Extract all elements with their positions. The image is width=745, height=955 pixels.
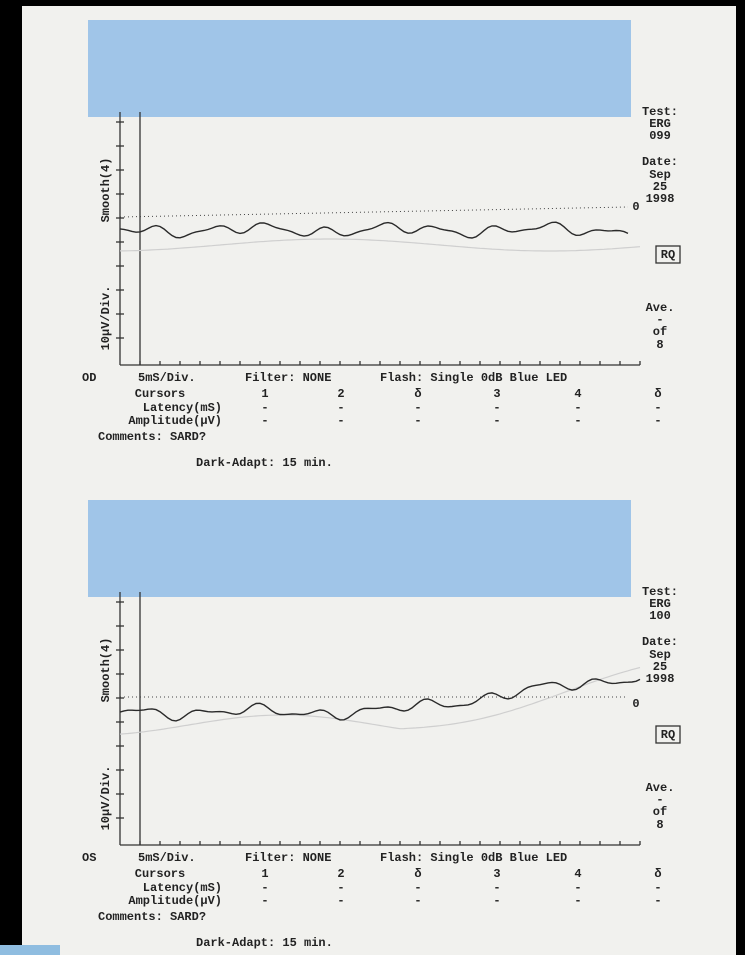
zero-marker: 0 — [632, 200, 639, 214]
rq-button: RQ — [661, 728, 675, 742]
zero-marker: 0 — [632, 697, 639, 711]
cursor-cell: - — [574, 401, 581, 415]
cursor-header: 3 — [493, 387, 500, 401]
date-year: 1998 — [646, 192, 675, 206]
cursor-header: δ — [414, 387, 421, 401]
test-number: 099 — [649, 129, 671, 143]
smooth-label: Smooth(4) — [99, 158, 113, 223]
cursor-cell: - — [493, 401, 500, 415]
comments: Comments: SARD? — [98, 430, 206, 444]
cursor-cell: - — [414, 414, 421, 428]
smooth-label: Smooth(4) — [99, 638, 113, 703]
cursor-cell: - — [574, 881, 581, 895]
cursor-cell: - — [337, 881, 344, 895]
cursor-row-label: Amplitude(µV) — [128, 414, 222, 428]
cursor-row-label: Amplitude(µV) — [128, 894, 222, 908]
test-number: 100 — [649, 609, 671, 623]
cursor-row-label: Latency(mS) — [143, 401, 222, 415]
cursor-cell: - — [493, 881, 500, 895]
cursor-cell: - — [654, 881, 661, 895]
cursor-cell: - — [261, 414, 268, 428]
comments: Comments: SARD? — [98, 910, 206, 924]
date-label: Date: — [642, 155, 678, 169]
flash-label: Flash: Single 0dB Blue LED — [380, 371, 567, 385]
rq-button: RQ — [661, 248, 675, 262]
cursor-cell: - — [493, 894, 500, 908]
cursor-header: 1 — [261, 867, 268, 881]
dark-adapt: Dark-Adapt: 15 min. — [196, 456, 333, 470]
cursor-cell: - — [337, 414, 344, 428]
date-year: 1998 — [646, 672, 675, 686]
cursor-cell: - — [261, 401, 268, 415]
cursor-header: δ — [414, 867, 421, 881]
cursor-cell: - — [261, 894, 268, 908]
ave-count: 8 — [656, 818, 663, 832]
redaction — [88, 500, 631, 597]
cursor-header: 4 — [574, 387, 581, 401]
cursor-header: 3 — [493, 867, 500, 881]
y-scale-label: 10µV/Div. — [99, 286, 113, 351]
eye-label: OS — [82, 851, 96, 865]
cursor-cell: - — [337, 894, 344, 908]
cursor-cell: - — [261, 881, 268, 895]
eye-label: OD — [82, 371, 96, 385]
cursor-cell: - — [654, 401, 661, 415]
ave-count: 8 — [656, 338, 663, 352]
x-scale-label: 5mS/Div. — [138, 371, 196, 385]
cursor-row-label: Latency(mS) — [143, 881, 222, 895]
ave-of: of — [653, 805, 667, 819]
photo: 0Smooth(4)10µV/Div.Test:ERG099Date:Sep25… — [0, 0, 745, 955]
filter-label: Filter: NONE — [245, 851, 331, 865]
cursor-cell: - — [493, 414, 500, 428]
cursor-header: 1 — [261, 387, 268, 401]
cursor-cell: - — [654, 894, 661, 908]
cursor-cell: - — [574, 414, 581, 428]
cursor-cell: - — [414, 894, 421, 908]
cursor-cell: - — [654, 414, 661, 428]
dark-adapt: Dark-Adapt: 15 min. — [196, 936, 333, 950]
cursor-header: 2 — [337, 387, 344, 401]
cursor-header: Cursors — [135, 867, 185, 881]
cursor-cell: - — [414, 881, 421, 895]
date-label: Date: — [642, 635, 678, 649]
cursor-header: Cursors — [135, 387, 185, 401]
cursor-header: 4 — [574, 867, 581, 881]
flash-label: Flash: Single 0dB Blue LED — [380, 851, 567, 865]
cursor-cell: - — [414, 401, 421, 415]
cursor-header: 2 — [337, 867, 344, 881]
paper — [22, 6, 736, 955]
cursor-header: δ — [654, 387, 661, 401]
filter-label: Filter: NONE — [245, 371, 331, 385]
corner-strip — [0, 945, 60, 955]
cursor-cell: - — [337, 401, 344, 415]
cursor-cell: - — [574, 894, 581, 908]
y-scale-label: 10µV/Div. — [99, 766, 113, 831]
ave-of: of — [653, 325, 667, 339]
x-scale-label: 5mS/Div. — [138, 851, 196, 865]
cursor-header: δ — [654, 867, 661, 881]
redaction — [88, 20, 631, 117]
